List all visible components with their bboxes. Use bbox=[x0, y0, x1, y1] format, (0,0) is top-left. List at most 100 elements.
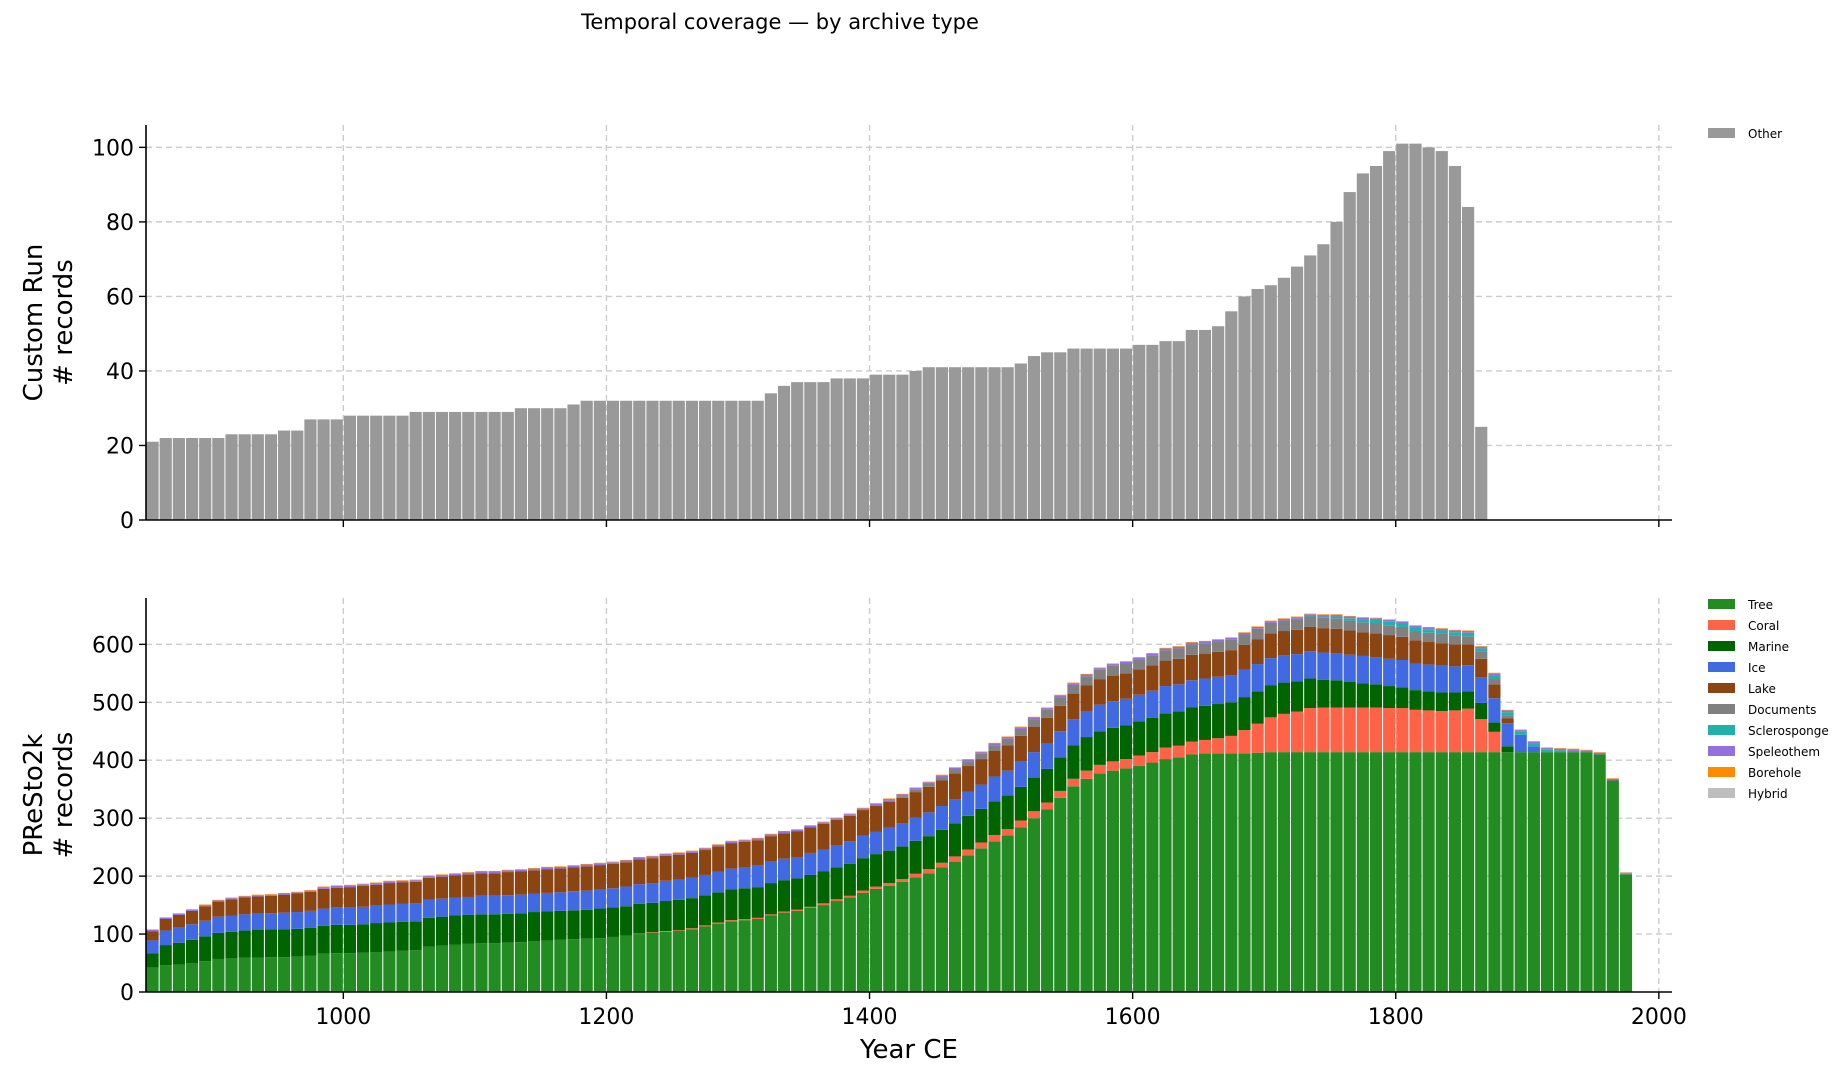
p1-bar-ice-1290 bbox=[725, 868, 738, 890]
p1-bar-ice-1400 bbox=[870, 831, 883, 855]
p0-bar-other-1030 bbox=[383, 415, 396, 520]
p1-bar-tree-950 bbox=[278, 957, 291, 992]
p1-bar-speleothem-1100 bbox=[475, 871, 488, 874]
p1-bar-ice-960 bbox=[291, 912, 304, 929]
p0-bar-other-1130 bbox=[514, 408, 527, 520]
p0-bar-other-1020 bbox=[370, 415, 383, 520]
p1-bar-tree-1620 bbox=[1159, 759, 1172, 992]
p0-bar-other-1110 bbox=[488, 411, 501, 520]
p1-bar-lake-1290 bbox=[725, 843, 738, 869]
p1-bar-lake-1160 bbox=[554, 868, 567, 893]
p1-bar-sclerosponge-1780 bbox=[1369, 620, 1383, 624]
p1-bar-marine-910 bbox=[225, 931, 238, 959]
p0-bar-other-1740 bbox=[1317, 244, 1330, 520]
p1-bar-borehole-990 bbox=[330, 885, 343, 886]
p1-bar-ice-1690 bbox=[1251, 664, 1264, 692]
p1-bar-marine-860 bbox=[159, 945, 172, 966]
p1-bar-borehole-1200 bbox=[606, 861, 620, 863]
p1-bar-tree-1420 bbox=[896, 881, 909, 992]
p1-bar-lake-1650 bbox=[1198, 653, 1212, 679]
p1-legend-swatch-tree bbox=[1708, 599, 1735, 609]
p1-bar-ice-1760 bbox=[1343, 654, 1356, 683]
p1-bar-tree-1960 bbox=[1606, 780, 1619, 992]
p1-bar-lake-1300 bbox=[738, 841, 751, 868]
p1-bar-marine-1490 bbox=[988, 801, 1001, 835]
p1-bar-lake-1270 bbox=[699, 850, 712, 875]
p1-bar-coral-1410 bbox=[883, 883, 896, 886]
p1-bar-coral-1580 bbox=[1106, 761, 1119, 771]
p0-bar-other-880 bbox=[185, 438, 199, 520]
p1-bar-speleothem-1620 bbox=[1159, 648, 1172, 651]
p1-bar-documents-1500 bbox=[1001, 738, 1014, 746]
p1-bar-ice-1900 bbox=[1527, 746, 1540, 753]
p0-bar-other-1370 bbox=[830, 378, 843, 520]
p1-bar-speleothem-1020 bbox=[370, 883, 383, 885]
p1-bar-marine-1320 bbox=[764, 883, 777, 915]
p1-bar-lake-1670 bbox=[1225, 650, 1238, 676]
p1-bar-ice-1410 bbox=[883, 827, 896, 851]
p1-bar-tree-1060 bbox=[422, 946, 435, 992]
p1-bar-lake-1500 bbox=[1001, 745, 1014, 771]
p1-bar-coral-1540 bbox=[1054, 790, 1067, 798]
p0-ytick-label-0: 0 bbox=[120, 509, 134, 534]
p1-bar-documents-1780 bbox=[1369, 623, 1383, 634]
p1-bar-tree-1790 bbox=[1383, 752, 1396, 992]
p0-bar-other-1840 bbox=[1448, 165, 1462, 520]
p1-bar-marine-1310 bbox=[751, 887, 764, 918]
p1-bar-marine-1180 bbox=[580, 909, 593, 939]
p1-bar-coral-1250 bbox=[672, 930, 685, 931]
p1-bar-tree-1220 bbox=[633, 934, 646, 992]
p1-bar-ice-1250 bbox=[672, 879, 685, 900]
p0-ylabel-line-0: Custom Run bbox=[19, 244, 49, 402]
p1-bar-ice-1000 bbox=[343, 907, 356, 925]
p1-bar-borehole-1380 bbox=[843, 813, 856, 815]
p0-bar-other-1380 bbox=[843, 378, 856, 520]
p1-bar-speleothem-1140 bbox=[528, 868, 541, 871]
p1-bar-borehole-1790 bbox=[1383, 619, 1396, 621]
p1-bar-speleothem-1470 bbox=[962, 759, 975, 762]
p1-bar-lake-1720 bbox=[1291, 629, 1304, 655]
p1-bar-borehole-1400 bbox=[870, 803, 883, 804]
p0-bar-other-990 bbox=[330, 419, 343, 520]
p1-bar-borehole-1720 bbox=[1291, 616, 1304, 618]
p1-legend-label-coral: Coral bbox=[1748, 619, 1779, 633]
p1-bar-tree-1590 bbox=[1119, 768, 1133, 992]
p1-bar-borehole-1490 bbox=[988, 742, 1001, 744]
p1-bar-ice-1460 bbox=[948, 799, 962, 824]
p1-bar-speleothem-1260 bbox=[685, 851, 699, 853]
p1-bar-borehole-1300 bbox=[738, 839, 751, 841]
p1-bar-tree-1100 bbox=[475, 943, 488, 992]
p1-bar-ice-1120 bbox=[501, 895, 514, 914]
p1-bar-ice-1630 bbox=[1172, 684, 1185, 712]
p0-bar-other-1120 bbox=[501, 411, 514, 520]
p1-bar-ice-1340 bbox=[791, 856, 804, 879]
p1-bar-marine-1560 bbox=[1080, 737, 1093, 771]
p1-bar-sclerosponge-1820 bbox=[1422, 629, 1435, 633]
p0-bar-other-860 bbox=[159, 438, 172, 520]
p1-bar-documents-1590 bbox=[1119, 663, 1133, 674]
p1-bar-lake-1660 bbox=[1212, 651, 1225, 677]
p1-bar-ice-1020 bbox=[370, 905, 383, 924]
p1-bar-coral-1270 bbox=[699, 925, 712, 927]
p1-bar-tree-1920 bbox=[1554, 752, 1567, 992]
p1-bar-marine-1090 bbox=[462, 914, 475, 944]
p1-bar-ice-940 bbox=[264, 913, 278, 930]
p1-bar-ice-1240 bbox=[659, 880, 672, 902]
p1-bar-borehole-1710 bbox=[1277, 618, 1290, 619]
p1-bar-lake-1000 bbox=[343, 887, 356, 908]
p1-bar-lake-1840 bbox=[1448, 644, 1462, 667]
p1-bar-tree-1800 bbox=[1396, 752, 1409, 992]
p0-bar-other-1730 bbox=[1304, 255, 1317, 520]
p0-bar-other-1510 bbox=[1014, 363, 1027, 520]
p1-bar-documents-1440 bbox=[922, 783, 935, 787]
p1-bar-tree-1480 bbox=[975, 848, 988, 992]
p1-bar-borehole-1640 bbox=[1185, 642, 1198, 643]
p0-bar-other-1170 bbox=[567, 404, 580, 520]
p1-bar-tree-1650 bbox=[1198, 753, 1212, 992]
p1-bar-documents-1720 bbox=[1291, 619, 1304, 630]
p1-bar-lake-1400 bbox=[870, 806, 883, 832]
p0-bar-other-930 bbox=[251, 434, 264, 520]
p1-bar-speleothem-1380 bbox=[843, 814, 856, 816]
p1-bar-borehole-890 bbox=[199, 904, 212, 906]
